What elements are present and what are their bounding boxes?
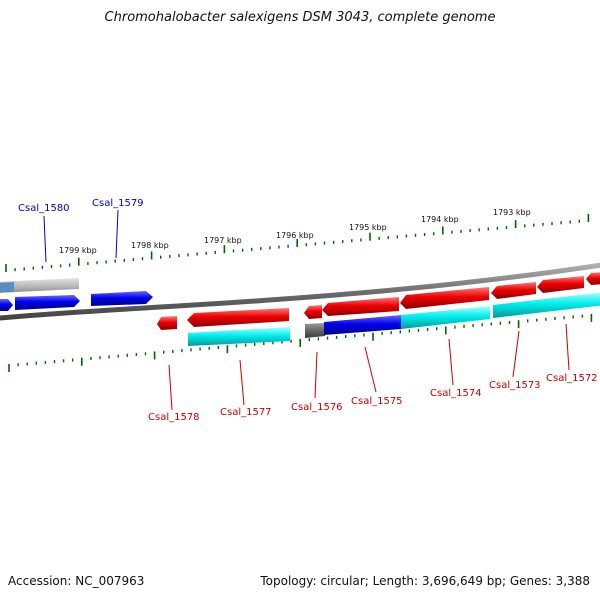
gene-label-csal-1574[interactable]: Csal_1574 (430, 388, 482, 399)
forward-shadow-track (0, 278, 79, 293)
gene-arrow[interactable] (491, 282, 536, 299)
leader-line (168, 364, 173, 411)
gene-arrow[interactable] (157, 316, 177, 330)
scale-label-1796: 1796 kbp (276, 231, 314, 240)
shadow-segment (305, 323, 325, 338)
gene-arrow[interactable] (400, 287, 489, 309)
leader-line (239, 359, 245, 406)
scale-ticks-bottom (8, 313, 593, 372)
gene-label-csal-1572[interactable]: Csal_1572 (546, 373, 598, 384)
scale-label-1799: 1799 kbp (59, 246, 97, 255)
gene-arrow[interactable] (0, 299, 13, 311)
scale-label-1797: 1797 kbp (204, 236, 242, 245)
scale-label-1794: 1794 kbp (421, 215, 459, 224)
gene-arrow[interactable] (304, 305, 322, 319)
shadow-segment (188, 327, 290, 346)
leader-line (314, 351, 318, 399)
reverse-gene-track (157, 272, 600, 330)
gene-label-csal-1580[interactable]: Csal_1580 (18, 203, 70, 214)
scale-label-1795: 1795 kbp (349, 223, 387, 232)
scale-label-1793: 1793 kbp (493, 208, 531, 217)
map-title: Chromohalobacter salexigens DSM 3043, co… (104, 10, 496, 25)
forward-gene-track (0, 291, 153, 311)
gene-arrow[interactable] (586, 272, 600, 285)
gene-arrow[interactable] (537, 276, 584, 293)
gene-arrow[interactable] (91, 291, 153, 306)
shadow-segment (324, 315, 401, 335)
leader-line (115, 209, 119, 259)
gene-arrow[interactable] (187, 308, 289, 327)
leader-line (43, 215, 47, 263)
gene-arrow[interactable] (15, 295, 80, 310)
genome-summary-text: Topology: circular; Length: 3,696,649 bp… (260, 574, 590, 588)
shadow-segment (0, 282, 14, 293)
gene-label-csal-1575[interactable]: Csal_1575 (351, 396, 403, 407)
gene-arrow[interactable] (322, 297, 399, 316)
gene-label-csal-1573[interactable]: Csal_1573 (489, 380, 541, 391)
gene-labels: Csal_1580 Csal_1579 Csal_1578 Csal_1577 Csal… (18, 198, 598, 423)
leader-line (364, 346, 377, 393)
leader-line (565, 323, 570, 371)
gene-label-csal-1576[interactable]: Csal_1576 (291, 402, 343, 413)
reverse-shadow-track (188, 292, 600, 346)
accession-text: Accession: NC_007963 (8, 574, 145, 588)
shadow-segment (493, 292, 600, 318)
shadow-segment (401, 306, 490, 329)
scale-ticks-top (5, 213, 590, 272)
leader-line (512, 330, 520, 378)
gene-label-csal-1579[interactable]: Csal_1579 (92, 198, 144, 209)
leader-line (448, 338, 454, 386)
gene-label-csal-1577[interactable]: Csal_1577 (220, 407, 272, 418)
genome-backbone (0, 262, 600, 321)
gene-label-csal-1578[interactable]: Csal_1578 (148, 412, 200, 423)
scale-label-1798: 1798 kbp (131, 241, 169, 250)
shadow-segment (0, 278, 79, 293)
scale-labels: 1799 kbp 1798 kbp 1797 kbp 1796 kbp 1795 kbp… (59, 208, 531, 255)
